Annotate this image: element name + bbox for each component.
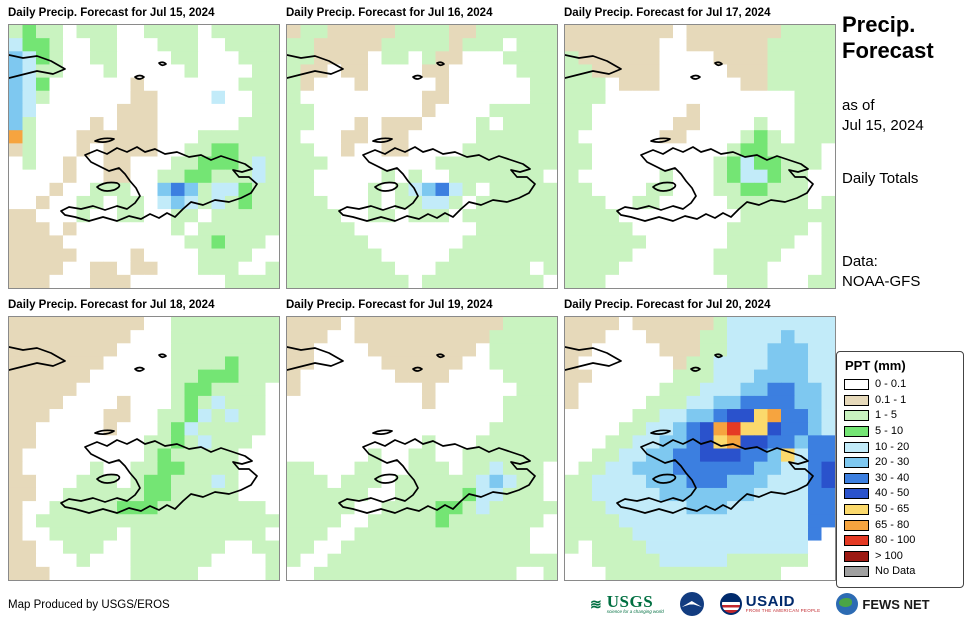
legend-entry: 0.1 - 1	[844, 393, 956, 409]
legend-label: 0.1 - 1	[875, 393, 907, 406]
page-title: Precip. Forecast	[842, 12, 934, 65]
legend-entry: 50 - 65	[844, 502, 956, 518]
as-of-value: Jul 15, 2024	[842, 117, 924, 135]
legend-entry: 20 - 30	[844, 455, 956, 471]
fewsnet-wordmark: FEWS NET	[862, 596, 930, 612]
legend-swatch	[844, 550, 869, 562]
usgs-wordmark: USGS	[606, 592, 654, 612]
legend-entry: > 100	[844, 549, 956, 565]
legend-label: 50 - 65	[875, 503, 910, 516]
data-source: Data: NOAA-GFS	[842, 252, 920, 293]
legend-entry: 10 - 20	[844, 439, 956, 455]
legend-swatch	[844, 379, 869, 391]
precip-map-jul19	[286, 316, 558, 581]
page-title-line2: Forecast	[842, 38, 934, 64]
legend-label: No Data	[875, 565, 916, 578]
precip-map-jul20	[564, 316, 836, 581]
panel-title-jul20: Daily Precip. Forecast for Jul 20, 2024	[564, 299, 771, 311]
legend-swatch	[844, 426, 869, 438]
legend-swatch	[844, 441, 869, 453]
legend-label: 5 - 10	[875, 425, 904, 438]
as-of-label: as of	[842, 97, 875, 114]
precip-map-jul15	[8, 24, 280, 289]
legend-swatch	[844, 488, 869, 500]
legend-entry: 30 - 40	[844, 471, 956, 487]
legend-label: 0 - 0.1	[875, 378, 907, 391]
usaid-logo: USAID FROM THE AMERICAN PEOPLE	[719, 593, 821, 615]
fewsnet-globe-land	[839, 598, 853, 607]
legend-label: 20 - 30	[875, 456, 910, 469]
data-source-label: Data:	[842, 253, 878, 270]
legend-entry: 40 - 50	[844, 486, 956, 502]
as-of-date: as of Jul 15, 2024	[842, 96, 924, 137]
legend-entry: 5 - 10	[844, 424, 956, 440]
legend-swatch	[844, 394, 869, 406]
legend-swatch	[844, 457, 869, 469]
legend-label: 65 - 80	[875, 518, 910, 531]
usgs-wave-icon: ≋	[590, 595, 602, 612]
legend-box: PPT (mm) 0 - 0.1 0.1 - 1 1 - 5 5 - 10 10 - 2…	[836, 351, 964, 588]
precip-map-jul17	[564, 24, 836, 289]
legend-title: PPT (mm)	[845, 358, 906, 373]
usgs-logo: ≋ USGS science for a changing world	[590, 593, 664, 615]
precip-map-jul18	[8, 316, 280, 581]
map-credit: Map Produced by USGS/EROS	[8, 599, 170, 611]
precip-map-jul16	[286, 24, 558, 289]
legend-swatch	[844, 472, 869, 484]
legend-label: > 100	[875, 549, 903, 562]
legend-entry: 80 - 100	[844, 533, 956, 549]
usaid-emblem-icon	[719, 593, 742, 615]
legend-entry: 1 - 5	[844, 408, 956, 424]
legend-swatch	[844, 566, 869, 578]
usaid-wordmark: USAID	[745, 593, 795, 611]
legend-label: 80 - 100	[875, 534, 916, 547]
fewsnet-globe-icon	[836, 593, 859, 615]
legend-swatch	[844, 410, 869, 422]
daily-totals-label: Daily Totals	[842, 170, 919, 187]
fewsnet-logo: FEWS NET	[836, 593, 930, 615]
noaa-logo	[679, 592, 704, 616]
legend-entry: 65 - 80	[844, 517, 956, 533]
panel-title-jul15: Daily Precip. Forecast for Jul 15, 2024	[8, 7, 215, 19]
panel-title-jul18: Daily Precip. Forecast for Jul 18, 2024	[8, 299, 215, 311]
legend-entry: No Data	[844, 564, 956, 580]
usaid-tagline: FROM THE AMERICAN PEOPLE	[745, 608, 821, 614]
usgs-tagline: science for a changing world	[606, 609, 664, 615]
data-source-value: NOAA-GFS	[842, 273, 921, 291]
legend-entries: 0 - 0.1 0.1 - 1 1 - 5 5 - 10 10 - 20 20 - 30 3…	[844, 377, 956, 580]
legend-entry: 0 - 0.1	[844, 377, 956, 393]
legend-label: 30 - 40	[875, 471, 910, 484]
legend-label: 1 - 5	[875, 409, 898, 422]
panel-title-jul19: Daily Precip. Forecast for Jul 19, 2024	[286, 299, 493, 311]
legend-swatch	[844, 504, 869, 516]
noaa-gull-icon	[681, 601, 702, 607]
legend-label: 40 - 50	[875, 487, 910, 500]
legend-swatch	[844, 535, 869, 547]
panel-title-jul16: Daily Precip. Forecast for Jul 16, 2024	[286, 7, 493, 19]
panel-title-jul17: Daily Precip. Forecast for Jul 17, 2024	[564, 7, 771, 19]
page-title-line1: Precip.	[842, 12, 916, 37]
legend-swatch	[844, 519, 869, 531]
noaa-emblem-icon	[679, 592, 704, 616]
legend-label: 10 - 20	[875, 440, 910, 453]
logo-row: ≋ USGS science for a changing world USAI…	[590, 589, 930, 619]
